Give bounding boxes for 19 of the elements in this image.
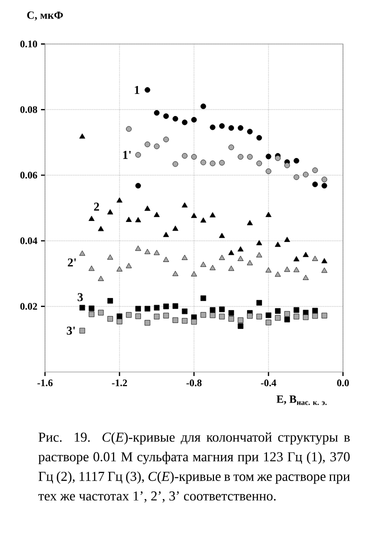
y-tick-label: 0.10	[20, 40, 38, 48]
text: Рис. 19. C(E)-кривые для колончатой структуры в растворе 0.01 М сульфата магния при 123 Гц (1), 370 Гц (2), 1117 Гц (3), C(E)-кривые в том же растворе при тех же частотах 1’, 2’, 3’ соответственно.	[38, 432, 350, 503]
x-axis-title: $\text{E, B}_{\text{нас. к. э.}}$	[276, 396, 327, 406]
y-tick-label: 0.04	[20, 237, 38, 244]
x-tick-label: -1.2	[112, 380, 127, 386]
series-label: 3	[78, 293, 83, 302]
x-tick-label: -0.4	[260, 380, 276, 386]
y-tick-label: 0.02	[20, 303, 38, 310]
series-label: 1	[134, 86, 140, 94]
x-tick-label: 0.0	[337, 380, 349, 386]
series-label: 1'	[123, 150, 131, 159]
x-tick-label: -1.6	[37, 380, 53, 386]
y-tick-label: 0.08	[20, 106, 38, 113]
x-tick-label: -0.8	[186, 380, 202, 386]
y-tick-label: 0.06	[20, 172, 38, 179]
series-label: 2'	[68, 258, 76, 266]
y-axis-title: C, мкФ	[27, 11, 63, 20]
series-label: 2	[94, 202, 100, 211]
series-label: 3'	[66, 326, 75, 335]
